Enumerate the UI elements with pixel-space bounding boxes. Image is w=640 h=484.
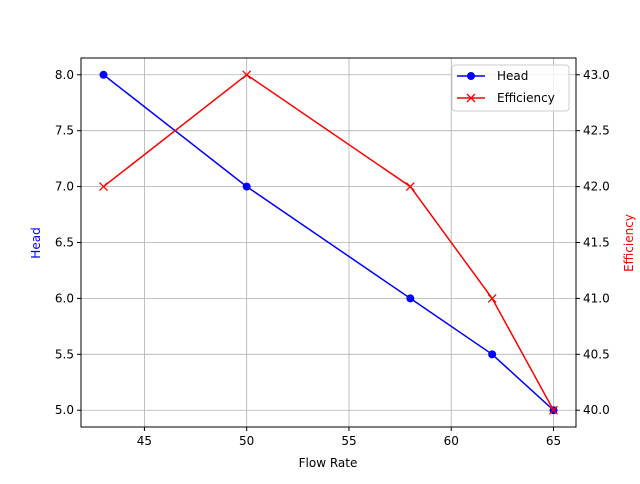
ticks: 45 50 55 60 65 5.0 5.5 6.0 6.5 7.0 7.5 8.0 40.0 40.5 4… [55,68,610,448]
legend-marker [467,72,475,80]
y-right-tick-label: 40.0 [583,403,610,417]
y-right-tick-label: 40.5 [583,347,610,361]
y-left-tick-label: 7.0 [55,180,74,194]
x-tick-label: 65 [546,434,561,448]
data-point-efficiency [405,182,415,192]
y-right-tick-label: 41.5 [583,236,610,250]
x-axis-label: Flow Rate [299,456,358,470]
data-point-head [99,70,108,79]
series-lines [99,70,558,415]
y-left-tick-label: 5.5 [55,347,74,361]
legend-label-head: Head [497,69,528,83]
y-right-tick-label: 43.0 [583,68,610,82]
data-point-head [406,294,415,303]
y-right-tick-label: 42.0 [583,180,610,194]
legend-label-efficiency: Efficiency [497,91,555,105]
x-tick-label: 50 [239,434,254,448]
y-axis-left-label: Head [29,227,43,258]
y-left-tick-label: 8.0 [55,68,74,82]
legend: Head Efficiency [451,64,570,112]
y-right-tick-label: 42.5 [583,124,610,138]
y-left-tick-label: 5.0 [55,403,74,417]
data-point-head [242,182,251,191]
x-tick-label: 45 [137,434,152,448]
y-axis-right-label: Efficiency [622,214,636,272]
data-point-efficiency [487,293,497,303]
data-point-efficiency [242,70,252,80]
x-tick-label: 55 [341,434,356,448]
legend-marker [466,93,476,103]
data-point-efficiency [99,182,108,192]
y-left-tick-label: 6.0 [55,291,74,305]
data-point-head [488,350,497,359]
y-left-tick-label: 7.5 [55,124,74,138]
data-point-efficiency [549,405,558,415]
y-left-tick-label: 6.5 [55,236,74,250]
x-tick-label: 60 [444,434,459,448]
y-right-tick-label: 41.0 [583,291,610,305]
